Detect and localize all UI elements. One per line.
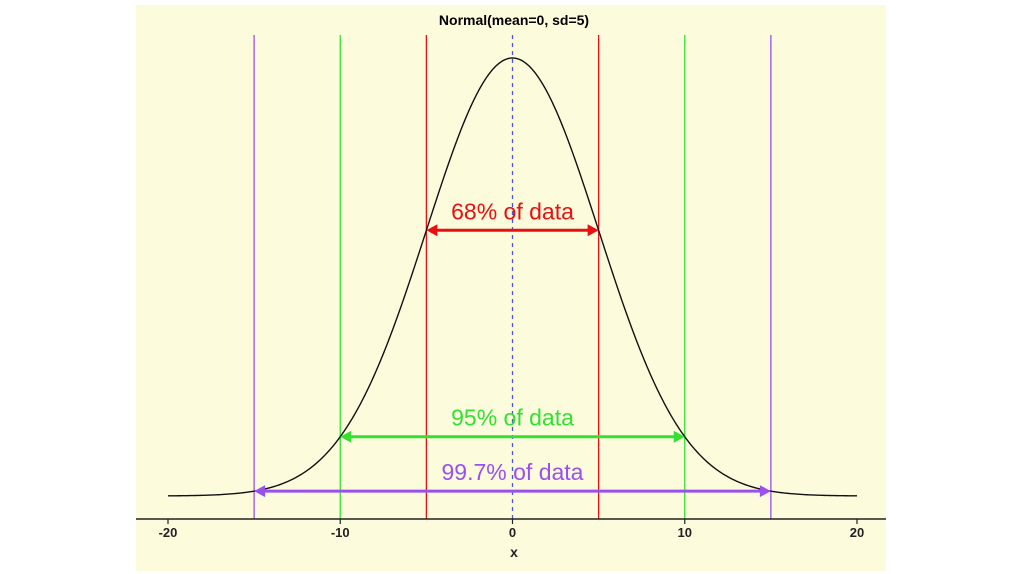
normal-distribution-chart: Normal(mean=0, sd=5) 68% of data 95% of d… bbox=[136, 12, 886, 560]
annotation-label: 99.7% of data bbox=[442, 459, 584, 485]
arrowhead-left bbox=[340, 430, 352, 443]
x-tick-label: -20 bbox=[159, 525, 178, 540]
x-tick-label: 10 bbox=[678, 525, 692, 540]
arrowhead-right bbox=[759, 485, 771, 498]
annotation-label: 95% of data bbox=[451, 405, 574, 431]
arrowhead-left bbox=[426, 224, 438, 237]
arrowhead-left bbox=[254, 485, 266, 498]
density-curve bbox=[167, 57, 858, 497]
annotations: 68% of data 95% of data 99.7% of data bbox=[254, 198, 771, 498]
chart-title: Normal(mean=0, sd=5) bbox=[439, 12, 589, 28]
x-axis-label: x bbox=[510, 544, 518, 560]
arrowhead-right bbox=[587, 224, 599, 237]
x-tick-label: 20 bbox=[850, 525, 864, 540]
chart-panel: Normal(mean=0, sd=5) 68% of data 95% of d… bbox=[136, 5, 886, 571]
x-tick-label: -10 bbox=[331, 525, 350, 540]
annotation-label: 68% of data bbox=[451, 198, 574, 224]
x-tick-label: 0 bbox=[509, 525, 516, 540]
x-axis-ticks: -20 -10 0 10 20 bbox=[159, 519, 864, 540]
arrowhead-right bbox=[673, 430, 685, 443]
reference-lines bbox=[253, 35, 772, 519]
